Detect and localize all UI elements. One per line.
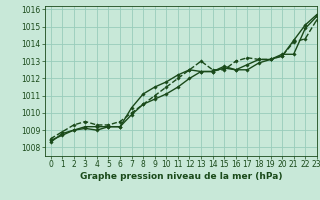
X-axis label: Graphe pression niveau de la mer (hPa): Graphe pression niveau de la mer (hPa)	[80, 172, 282, 181]
